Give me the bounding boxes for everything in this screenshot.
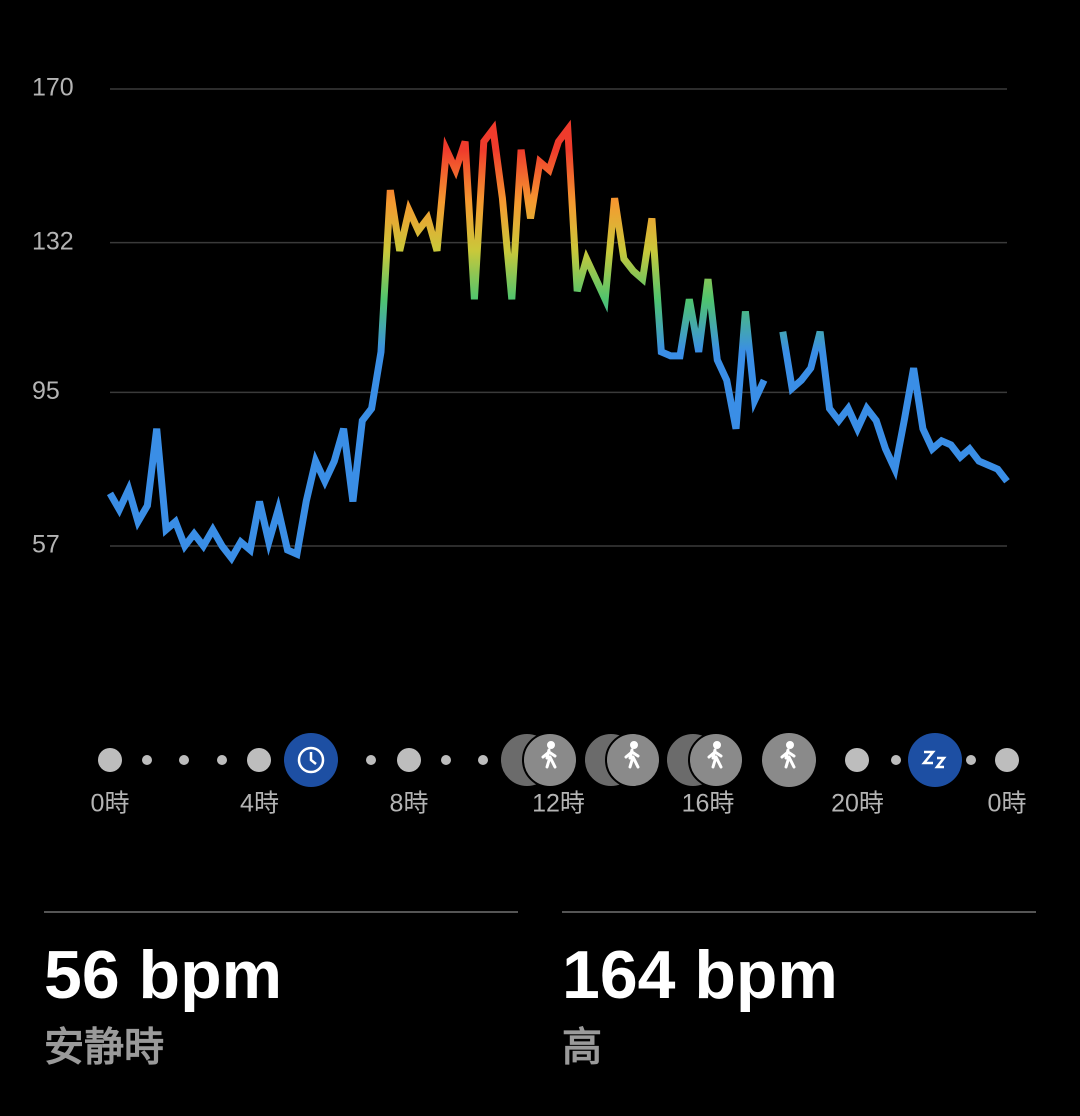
timeline-dot (397, 748, 421, 772)
stat-value: 56 bpm (44, 937, 282, 1013)
timeline-dot (247, 748, 271, 772)
x-tick-label: 16時 (682, 790, 735, 818)
timeline-dot (891, 755, 901, 765)
x-tick-label: 0時 (988, 790, 1027, 818)
timeline-dot (179, 755, 189, 765)
x-tick-label: 8時 (390, 790, 429, 818)
heart-rate-line (106, 119, 1010, 565)
activity-timeline (98, 732, 1019, 788)
y-tick-label: 170 (32, 74, 74, 102)
timeline-dot (366, 755, 376, 765)
plot (106, 119, 1010, 565)
timeline-dot (845, 748, 869, 772)
stat-label: 安静時 (44, 1026, 164, 1070)
timeline-dot (441, 755, 451, 765)
timeline-dot (217, 755, 227, 765)
stat-label: 高 (562, 1026, 602, 1070)
x-tick-label: 20時 (831, 790, 884, 818)
timeline-dot (966, 755, 976, 765)
x-axis: 0時 4時 8時 12時 16時 20時 0時 (91, 790, 1027, 818)
y-tick-label: 132 (32, 227, 74, 255)
timeline-dot (98, 748, 122, 772)
x-tick-label: 0時 (91, 790, 130, 818)
clock-icon[interactable] (284, 733, 338, 787)
x-tick-label: 12時 (532, 790, 585, 818)
walk-glyphs (541, 741, 796, 769)
timeline-dot (142, 755, 152, 765)
timeline-dot (995, 748, 1019, 772)
timeline-dot (478, 755, 488, 765)
grid: 57 95 132 170 (32, 74, 1007, 559)
y-tick-label: 57 (32, 531, 60, 559)
x-tick-label: 4時 (240, 790, 279, 818)
y-tick-label: 95 (32, 377, 60, 405)
stat-value: 164 bpm (562, 937, 838, 1013)
sleep-icon[interactable] (908, 733, 962, 787)
